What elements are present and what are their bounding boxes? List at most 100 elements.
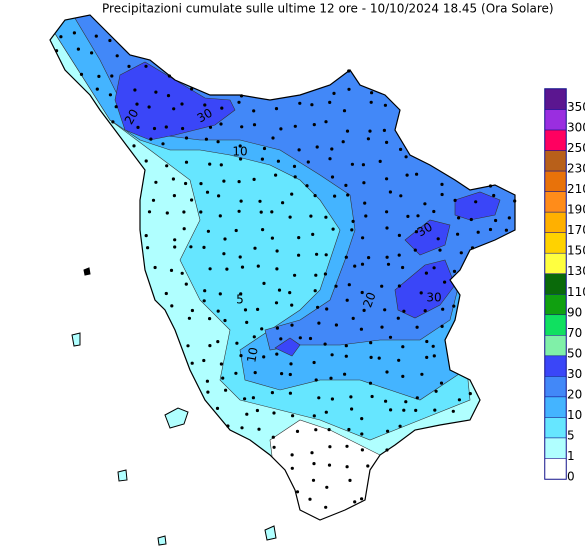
station-dot	[488, 227, 493, 232]
station-dot	[367, 256, 371, 260]
station-dot	[397, 284, 401, 288]
station-dot	[262, 281, 266, 285]
station-dot	[385, 370, 389, 374]
station-dot	[147, 105, 151, 109]
station-dot	[384, 399, 388, 403]
legend-swatch	[544, 355, 567, 377]
station-dot	[190, 308, 194, 313]
station-dot	[274, 173, 278, 177]
station-dot	[295, 429, 300, 433]
station-dot	[386, 429, 390, 433]
station-dot	[108, 38, 112, 43]
station-dot	[154, 90, 158, 94]
station-dot	[347, 87, 351, 91]
station-dot	[237, 209, 241, 213]
station-dot	[378, 159, 382, 163]
station-dot	[262, 355, 266, 359]
station-dot	[289, 362, 293, 366]
legend-label: 30	[567, 367, 582, 381]
station-dot	[79, 72, 84, 76]
station-dot	[274, 301, 279, 305]
station-dot	[311, 478, 316, 482]
station-dot	[345, 444, 349, 448]
station-dot	[344, 183, 348, 187]
legend-swatch	[544, 211, 567, 233]
station-dot	[205, 379, 209, 383]
station-dot	[361, 236, 365, 240]
station-dot	[415, 396, 419, 400]
legend-swatch	[544, 437, 567, 459]
station-dot	[330, 175, 335, 179]
station-dot	[271, 136, 275, 140]
station-dot	[243, 308, 248, 312]
station-dot	[360, 497, 364, 501]
station-dot	[170, 304, 174, 308]
legend-label: 50	[567, 346, 582, 360]
station-dot	[504, 228, 508, 232]
station-dot	[347, 427, 351, 432]
station-dot	[270, 210, 274, 214]
station-dot	[405, 173, 409, 177]
contour-label: 20	[360, 290, 378, 309]
station-dot	[494, 218, 498, 223]
station-dot	[402, 309, 406, 313]
station-dot	[360, 432, 364, 436]
station-dot	[136, 125, 140, 129]
station-dot	[404, 155, 408, 159]
station-dot	[187, 316, 191, 320]
station-dot	[385, 140, 389, 144]
legend-swatch	[544, 252, 567, 274]
station-dot	[97, 74, 101, 78]
station-dot	[383, 308, 387, 312]
station-dot	[208, 267, 212, 271]
station-dot	[369, 355, 373, 359]
station-dot	[453, 198, 457, 202]
station-dot	[275, 352, 279, 356]
station-dot	[272, 411, 276, 415]
station-dot	[275, 249, 279, 253]
legend-swatch	[544, 170, 567, 192]
station-dot	[76, 47, 80, 51]
station-dot	[323, 272, 327, 276]
station-dot	[277, 288, 282, 292]
station-dot	[189, 245, 193, 249]
legend-label: 150	[567, 244, 585, 258]
station-dot	[216, 340, 220, 344]
station-dot	[314, 378, 318, 382]
station-dot	[218, 214, 222, 218]
islands	[71, 267, 277, 546]
station-dot	[237, 100, 241, 104]
station-dot	[279, 127, 283, 131]
station-dot	[90, 51, 94, 55]
contour-label: 30	[195, 106, 215, 126]
station-dot	[362, 181, 366, 185]
legend-label: 110	[567, 285, 585, 299]
station-dot	[133, 88, 137, 92]
legend-label: 250	[567, 141, 585, 155]
station-dot	[173, 238, 177, 242]
station-dot	[420, 372, 424, 376]
station-dot	[324, 215, 328, 219]
station-dot	[108, 93, 112, 97]
station-dot	[330, 397, 334, 401]
station-dot	[443, 280, 447, 284]
station-dot	[186, 344, 190, 348]
station-dot	[351, 316, 355, 320]
station-dot	[270, 236, 274, 240]
station-dot	[275, 326, 279, 330]
station-dot	[221, 376, 225, 380]
station-dot	[361, 163, 365, 167]
station-dot	[225, 267, 229, 271]
station-dot	[245, 320, 249, 324]
legend-swatch	[544, 191, 567, 213]
contour-label: 10	[232, 145, 247, 159]
station-dot	[181, 126, 185, 131]
station-dot	[310, 451, 314, 455]
zone-30	[454, 191, 501, 221]
station-dot	[380, 325, 384, 329]
station-dot	[313, 289, 317, 293]
station-dot	[95, 87, 99, 91]
station-dot	[292, 164, 297, 168]
station-dot	[149, 137, 153, 141]
station-dot	[260, 327, 264, 331]
